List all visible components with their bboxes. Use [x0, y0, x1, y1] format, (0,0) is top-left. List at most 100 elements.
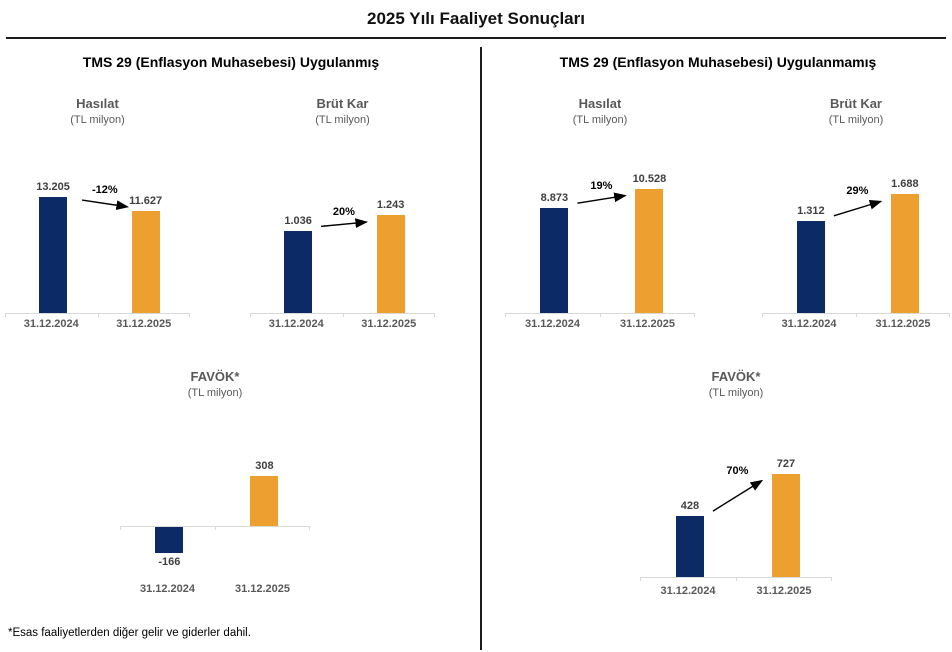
- plot-area: 13.205 11.627 -12%: [5, 181, 190, 317]
- x-axis-line: [505, 313, 695, 317]
- bar-2024: [284, 231, 313, 313]
- bar-value-label: 727: [776, 457, 796, 470]
- plot-area: -166 308: [120, 429, 310, 569]
- chart-subtitle: (TL milyon): [572, 114, 628, 126]
- chart-hasilat-applied: Hasılat (TL milyon) 13.205 11.627 -12% 3…: [5, 95, 190, 330]
- bar-value-label: 1.243: [376, 199, 405, 212]
- change-arrow: [577, 192, 627, 204]
- chart-title: Brüt Kar: [829, 96, 882, 111]
- axis-tick: [949, 313, 950, 317]
- chart-favok-not-applied: FAVÖK* (TL milyon) 428 727 70% 31.12.202…: [640, 368, 832, 597]
- bar-2024: [675, 516, 704, 577]
- axis-tick: [342, 313, 344, 317]
- chart-title: Hasılat: [76, 96, 119, 111]
- change-label: 19%: [590, 179, 613, 192]
- chart-subtitle: (TL milyon): [70, 114, 125, 126]
- chart-subtitle: (TL milyon): [315, 114, 370, 126]
- x-axis-line: [762, 313, 950, 317]
- category-label: 31.12.2025: [619, 318, 676, 330]
- bar-2024: [796, 220, 825, 313]
- category-label: 31.12.2024: [524, 318, 581, 330]
- x-axis-line: [250, 313, 435, 317]
- axis-tick: [215, 526, 216, 531]
- axis-tick: [5, 313, 6, 317]
- bar-2025: [635, 188, 664, 313]
- category-labels: 31.12.2024 31.12.2025: [640, 585, 832, 597]
- bar-2025: [250, 476, 279, 527]
- chart-brut-kar-not-applied: Brüt Kar (TL milyon) 1.312 1.688 29% 31.…: [762, 95, 950, 330]
- axis-tick: [120, 526, 121, 531]
- axis-tick: [97, 313, 99, 317]
- x-axis-line: [120, 526, 310, 531]
- category-label: 31.12.2024: [268, 318, 324, 330]
- bar-2024: [540, 208, 569, 313]
- chart-brut-kar-applied: Brüt Kar (TL milyon) 1.036 1.243 20% 31.…: [250, 95, 435, 330]
- bar-value-label: 10.528: [632, 172, 667, 185]
- chart-subtitle: (TL milyon): [828, 114, 884, 126]
- plot-area: 1.036 1.243 20%: [250, 183, 435, 317]
- axis-tick: [640, 577, 641, 581]
- axis-tick: [189, 313, 190, 317]
- bar-2024: [155, 526, 184, 554]
- change-arrow: [833, 199, 883, 217]
- chart-favok-applied: FAVÖK* (TL milyon) -166 308 31.12.2024 3…: [120, 368, 310, 595]
- axis-tick: [250, 313, 251, 317]
- category-label: 31.12.2024: [781, 318, 837, 330]
- axis-tick: [505, 313, 506, 317]
- axis-tick: [736, 577, 737, 581]
- bar-value-label: 1.688: [891, 178, 919, 191]
- bar-value-label: 8.873: [540, 192, 569, 205]
- bar-value-label: 11.627: [129, 194, 163, 207]
- bar-value-label: 1.036: [284, 215, 312, 228]
- change-label: 29%: [846, 185, 869, 198]
- bar-value-label: 308: [255, 460, 274, 473]
- plot-area: 428 727 70%: [640, 449, 832, 581]
- chart-subtitle: (TL milyon): [708, 387, 764, 399]
- axis-tick: [831, 577, 832, 581]
- bar-2024: [39, 197, 68, 313]
- bar-value-label: 13.205: [36, 181, 70, 194]
- chart-hasilat-not-applied: Hasılat (TL milyon) 8.873 10.528 19% 31.…: [505, 95, 695, 330]
- change-label: 70%: [726, 464, 749, 477]
- change-arrow: [321, 218, 368, 229]
- footnote: *Esas faaliyetlerden diğer gelir ve gide…: [8, 627, 251, 639]
- x-axis-line: [5, 313, 190, 317]
- bar-value-label: -166: [158, 556, 181, 569]
- chart-title: Brüt Kar: [316, 96, 369, 111]
- plot-area: 1.312 1.688 29%: [762, 178, 950, 317]
- chart-title: Hasılat: [578, 96, 622, 111]
- axis-tick: [856, 313, 857, 317]
- category-label: 31.12.2024: [660, 585, 716, 597]
- title-underline: [6, 37, 946, 39]
- category-labels: 31.12.2024 31.12.2025: [120, 583, 310, 595]
- bar-2025: [131, 210, 160, 313]
- bar-value-label: 428: [680, 500, 700, 513]
- category-label: 31.12.2025: [116, 318, 172, 330]
- page-title: 2025 Yılı Faaliyet Sonuçları: [367, 9, 585, 28]
- panel-header-tms29-applied: TMS 29 (Enflasyon Muhasebesi) Uygulanmış: [82, 54, 380, 70]
- chart-title: FAVÖK*: [711, 369, 761, 384]
- bar-2025: [890, 194, 919, 313]
- category-label: 31.12.2025: [361, 318, 417, 330]
- category-label: 31.12.2025: [875, 318, 931, 330]
- axis-tick: [694, 313, 695, 317]
- category-label: 31.12.2025: [234, 583, 291, 595]
- x-axis-line: [640, 577, 832, 581]
- axis-tick: [600, 313, 601, 317]
- category-labels: 31.12.2024 31.12.2025: [5, 318, 190, 330]
- chart-subtitle: (TL milyon): [187, 387, 243, 399]
- category-label: 31.12.2024: [139, 583, 196, 595]
- change-label: -12%: [92, 184, 118, 196]
- axis-tick: [309, 526, 310, 531]
- bar-2025: [771, 473, 800, 577]
- category-labels: 31.12.2024 31.12.2025: [505, 318, 695, 330]
- plot-area: 8.873 10.528 19%: [505, 173, 695, 317]
- bar-value-label: 1.312: [797, 204, 825, 217]
- axis-tick: [434, 313, 435, 317]
- category-label: 31.12.2025: [756, 585, 812, 597]
- bar-2025: [376, 215, 405, 313]
- axis-tick: [762, 313, 763, 317]
- chart-title: FAVÖK*: [190, 369, 240, 384]
- panel-divider: [480, 47, 482, 650]
